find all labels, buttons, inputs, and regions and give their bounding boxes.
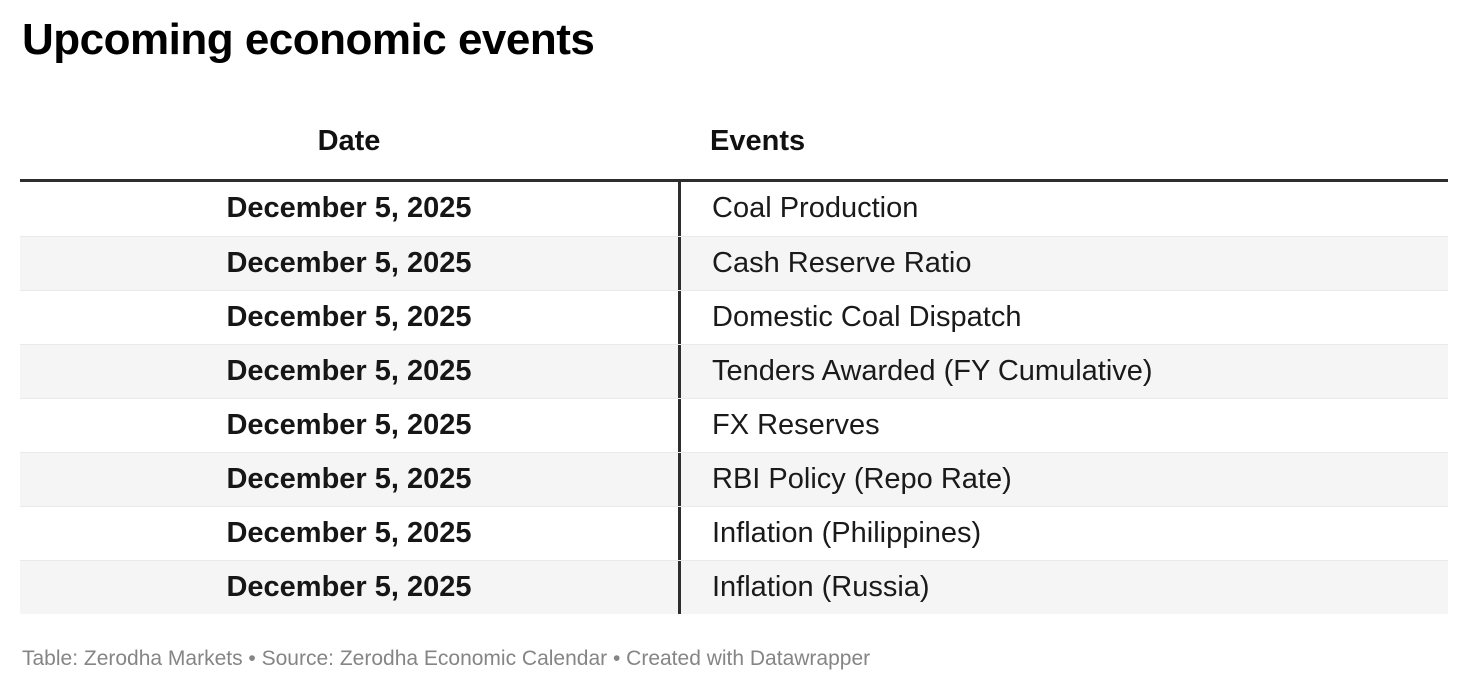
date-cell: December 5, 2025 — [226, 300, 472, 333]
event-cell: Coal Production — [678, 181, 1448, 236]
table-body: December 5, 2025 Coal Production Decembe… — [20, 181, 1448, 614]
table-row: December 5, 2025 Cash Reserve Ratio — [20, 235, 1448, 290]
event-cell: Domestic Coal Dispatch — [678, 290, 1448, 344]
event-cell: Cash Reserve Ratio — [678, 236, 1448, 290]
date-cell: December 5, 2025 — [226, 462, 472, 495]
table-row: December 5, 2025 Inflation (Philippines) — [20, 505, 1448, 560]
event-cell: Tenders Awarded (FY Cumulative) — [678, 344, 1448, 398]
column-header-date: Date — [317, 124, 381, 157]
date-cell: December 5, 2025 — [226, 516, 472, 549]
date-cell: December 5, 2025 — [226, 354, 472, 387]
date-cell: December 5, 2025 — [226, 408, 472, 441]
table-row: December 5, 2025 Coal Production — [20, 181, 1448, 236]
date-cell: December 5, 2025 — [226, 192, 472, 225]
table-row: December 5, 2025 Tenders Awarded (FY Cum… — [20, 343, 1448, 398]
date-cell: December 5, 2025 — [226, 570, 472, 603]
table-row: December 5, 2025 Domestic Coal Dispatch — [20, 289, 1448, 344]
table-row: December 5, 2025 Inflation (Russia) — [20, 559, 1448, 614]
date-cell: December 5, 2025 — [226, 246, 472, 279]
column-header-events: Events — [710, 124, 806, 157]
attribution-footer: Table: Zerodha Markets • Source: Zerodha… — [22, 646, 871, 670]
event-cell: RBI Policy (Repo Rate) — [678, 452, 1448, 506]
page-title: Upcoming economic events — [22, 15, 595, 64]
event-cell: Inflation (Philippines) — [678, 506, 1448, 560]
table-row: December 5, 2025 RBI Policy (Repo Rate) — [20, 451, 1448, 506]
event-cell: FX Reserves — [678, 398, 1448, 452]
table-header-row: Date Events — [20, 124, 1448, 182]
event-cell: Inflation (Russia) — [678, 560, 1448, 614]
table-row: December 5, 2025 FX Reserves — [20, 397, 1448, 452]
